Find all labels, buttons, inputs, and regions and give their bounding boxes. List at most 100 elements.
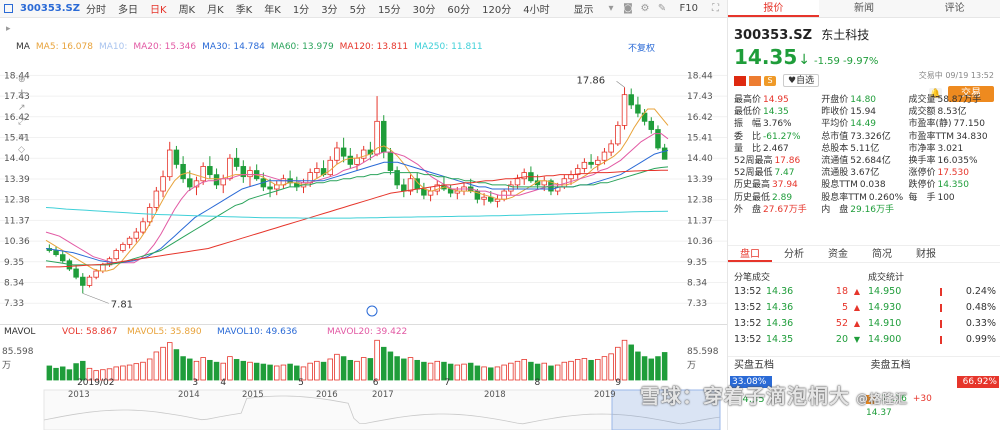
candle[interactable]: [247, 166, 253, 187]
volume-bar[interactable]: [327, 358, 333, 381]
volume-bar[interactable]: [140, 361, 146, 381]
volume-bar[interactable]: [320, 361, 327, 381]
buy-book-title[interactable]: 买盘五档: [734, 360, 774, 371]
volume-bar[interactable]: [280, 364, 287, 381]
collapse-icon[interactable]: ▸: [6, 24, 11, 34]
volume-bar[interactable]: [86, 367, 93, 381]
volume-bar[interactable]: [213, 361, 220, 381]
candle[interactable]: [407, 174, 414, 196]
volume-chart[interactable]: MAVOL VOL: 58.867 MAVOL5: 35.890 MAVOL10: 4…: [0, 324, 727, 386]
period-6[interactable]: 年K: [264, 5, 281, 16]
volume-bar[interactable]: [106, 368, 113, 381]
candle[interactable]: [120, 242, 126, 253]
candle[interactable]: [173, 145, 180, 169]
volume-bar[interactable]: [46, 365, 53, 381]
volume-bar[interactable]: [541, 362, 548, 381]
volume-bar[interactable]: [595, 359, 601, 381]
sub-tab-4[interactable]: 财报: [916, 249, 936, 260]
candle[interactable]: [508, 180, 514, 196]
period-10[interactable]: 15分: [377, 5, 401, 16]
candle[interactable]: [59, 250, 66, 263]
volume-bar[interactable]: [120, 365, 126, 381]
volume-bar[interactable]: [494, 366, 501, 381]
candle[interactable]: [394, 166, 400, 189]
volume-bar[interactable]: [528, 361, 534, 381]
candle[interactable]: [648, 117, 655, 134]
volume-bar[interactable]: [615, 346, 621, 381]
settings-icon[interactable]: ⚙: [640, 3, 650, 14]
volume-bar[interactable]: [334, 353, 340, 381]
volume-bar[interactable]: [414, 359, 420, 381]
candle[interactable]: [354, 154, 360, 171]
candle[interactable]: [427, 186, 434, 202]
volume-bar[interactable]: [561, 361, 568, 381]
draw-tool-icon[interactable]: ✛: [18, 89, 26, 99]
volume-bar[interactable]: [401, 358, 407, 381]
volume-bar[interactable]: [501, 364, 507, 381]
candle[interactable]: [327, 156, 333, 177]
candle[interactable]: [655, 125, 661, 151]
volume-bar[interactable]: [554, 364, 561, 381]
sub-tab-2[interactable]: 资金: [828, 249, 848, 260]
volume-bar[interactable]: [608, 353, 614, 381]
volume-bar[interactable]: [394, 356, 400, 381]
volume-bar[interactable]: [481, 366, 487, 381]
candle[interactable]: [207, 156, 213, 179]
volume-bar[interactable]: [93, 370, 99, 381]
volume-bar[interactable]: [454, 364, 461, 381]
display-dropdown[interactable]: 显示: [573, 5, 594, 16]
candle[interactable]: [240, 160, 247, 183]
candle[interactable]: [126, 236, 133, 249]
volume-bar[interactable]: [381, 346, 387, 381]
period-1[interactable]: 多日: [118, 5, 138, 16]
period-5[interactable]: 季K: [235, 5, 253, 16]
candle[interactable]: [621, 87, 628, 130]
draw-tool-icon[interactable]: ⊕: [18, 75, 26, 85]
volume-bar[interactable]: [80, 360, 86, 381]
volume-bar[interactable]: [73, 363, 79, 381]
volume-bar[interactable]: [514, 360, 521, 381]
candle[interactable]: [160, 170, 166, 198]
candle[interactable]: [86, 275, 93, 288]
camera-icon[interactable]: ◙: [623, 3, 633, 14]
candle[interactable]: [113, 248, 119, 261]
volume-bar[interactable]: [648, 358, 655, 381]
volume-bar[interactable]: [367, 358, 374, 381]
volume-bar[interactable]: [467, 362, 474, 381]
period-2[interactable]: 日K: [150, 5, 167, 16]
candle[interactable]: [615, 121, 621, 146]
candle[interactable]: [595, 156, 601, 171]
f10-button[interactable]: F10: [679, 3, 698, 14]
draw-icon[interactable]: ✎: [657, 3, 667, 14]
volume-bar[interactable]: [274, 365, 280, 381]
volume-bar[interactable]: [474, 365, 481, 381]
candlestick-chart[interactable]: 18.44 18.44 17.43 17.43 16.42 16.42 15.41 15.41…: [0, 54, 727, 324]
candle[interactable]: [334, 141, 340, 165]
volume-bar[interactable]: [180, 356, 186, 381]
volume-bar[interactable]: [354, 360, 360, 381]
trade-button[interactable]: 交易: [948, 86, 994, 102]
volume-bar[interactable]: [253, 362, 260, 381]
volume-bar[interactable]: [548, 365, 554, 381]
volume-bar[interactable]: [534, 363, 541, 381]
fullscreen-icon[interactable]: ⛶: [712, 3, 719, 14]
chevron-down-icon[interactable]: ▾: [608, 3, 614, 14]
period-3[interactable]: 周K: [178, 5, 196, 16]
candle[interactable]: [287, 170, 293, 187]
volume-bar[interactable]: [568, 360, 574, 381]
candle[interactable]: [187, 170, 193, 192]
candle[interactable]: [140, 217, 146, 235]
volume-bar[interactable]: [220, 362, 226, 381]
volume-bar[interactable]: [488, 367, 494, 381]
volume-bar[interactable]: [601, 356, 608, 381]
volume-bar[interactable]: [641, 356, 648, 381]
volume-bar[interactable]: [59, 366, 66, 381]
volume-bar[interactable]: [200, 357, 206, 381]
candle[interactable]: [80, 273, 86, 294]
volume-bar[interactable]: [100, 369, 106, 381]
candle[interactable]: [274, 180, 280, 196]
candle[interactable]: [421, 182, 427, 200]
candle[interactable]: [574, 164, 581, 179]
volume-bar[interactable]: [374, 339, 380, 381]
candle[interactable]: [588, 154, 594, 169]
